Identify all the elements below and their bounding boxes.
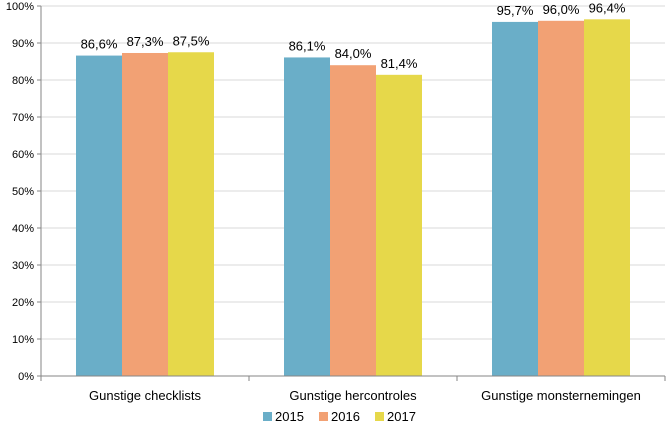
data-label: 87,3% [127, 34, 164, 49]
data-label: 96,4% [589, 0, 626, 15]
bar-2015 [284, 57, 330, 377]
bars [76, 19, 630, 377]
category-label: Gunstige monsternemingen [481, 388, 641, 403]
data-label: 87,5% [173, 33, 210, 48]
data-label: 86,6% [81, 37, 118, 52]
data-label: 95,7% [497, 3, 534, 18]
data-label: 96,0% [543, 2, 580, 17]
legend-label: 2017 [387, 409, 416, 424]
legend: 2015 2016 2017 [263, 409, 416, 424]
category-labels: Gunstige checklists Gunstige hercontroles… [89, 388, 641, 403]
legend-label: 2015 [275, 409, 304, 424]
y-tick-label: 100% [6, 1, 34, 13]
y-axis-tick-labels: 0% 10% 20% 30% 40% 50% 60% 70% 80% 90% 100% [6, 1, 34, 383]
bar-2016 [330, 65, 376, 376]
data-label: 86,1% [289, 38, 326, 53]
y-tick-label: 30% [12, 260, 34, 272]
axes [40, 6, 666, 381]
y-tick-label: 40% [12, 223, 34, 235]
y-tick-label: 60% [12, 149, 34, 161]
category-label: Gunstige hercontroles [289, 388, 417, 403]
bar-2016 [538, 20, 584, 377]
legend-swatch [319, 412, 328, 421]
legend-swatch [375, 412, 384, 421]
data-label: 84,0% [335, 46, 372, 61]
data-label: 81,4% [381, 56, 418, 71]
y-tick-label: 20% [12, 297, 34, 309]
data-labels: 86,6% 87,3% 87,5% 86,1% 84,0% 81,4% 95,7% 96,0%… [81, 0, 626, 71]
y-tick-label: 50% [12, 186, 34, 198]
bar-2015 [76, 55, 122, 377]
y-tick-label: 80% [12, 75, 34, 87]
legend-swatch [263, 412, 272, 421]
y-tick-label: 70% [12, 112, 34, 124]
bar-2017 [168, 52, 214, 376]
bar-2017 [376, 74, 422, 376]
legend-label: 2016 [331, 409, 360, 424]
y-tick-label: 90% [12, 38, 34, 50]
y-tick-label: 10% [12, 334, 34, 346]
bar-2017 [584, 19, 630, 376]
bar-2016 [122, 52, 168, 377]
y-tick-label: 0% [18, 371, 34, 383]
category-label: Gunstige checklists [89, 388, 201, 403]
bar-2015 [492, 21, 538, 376]
